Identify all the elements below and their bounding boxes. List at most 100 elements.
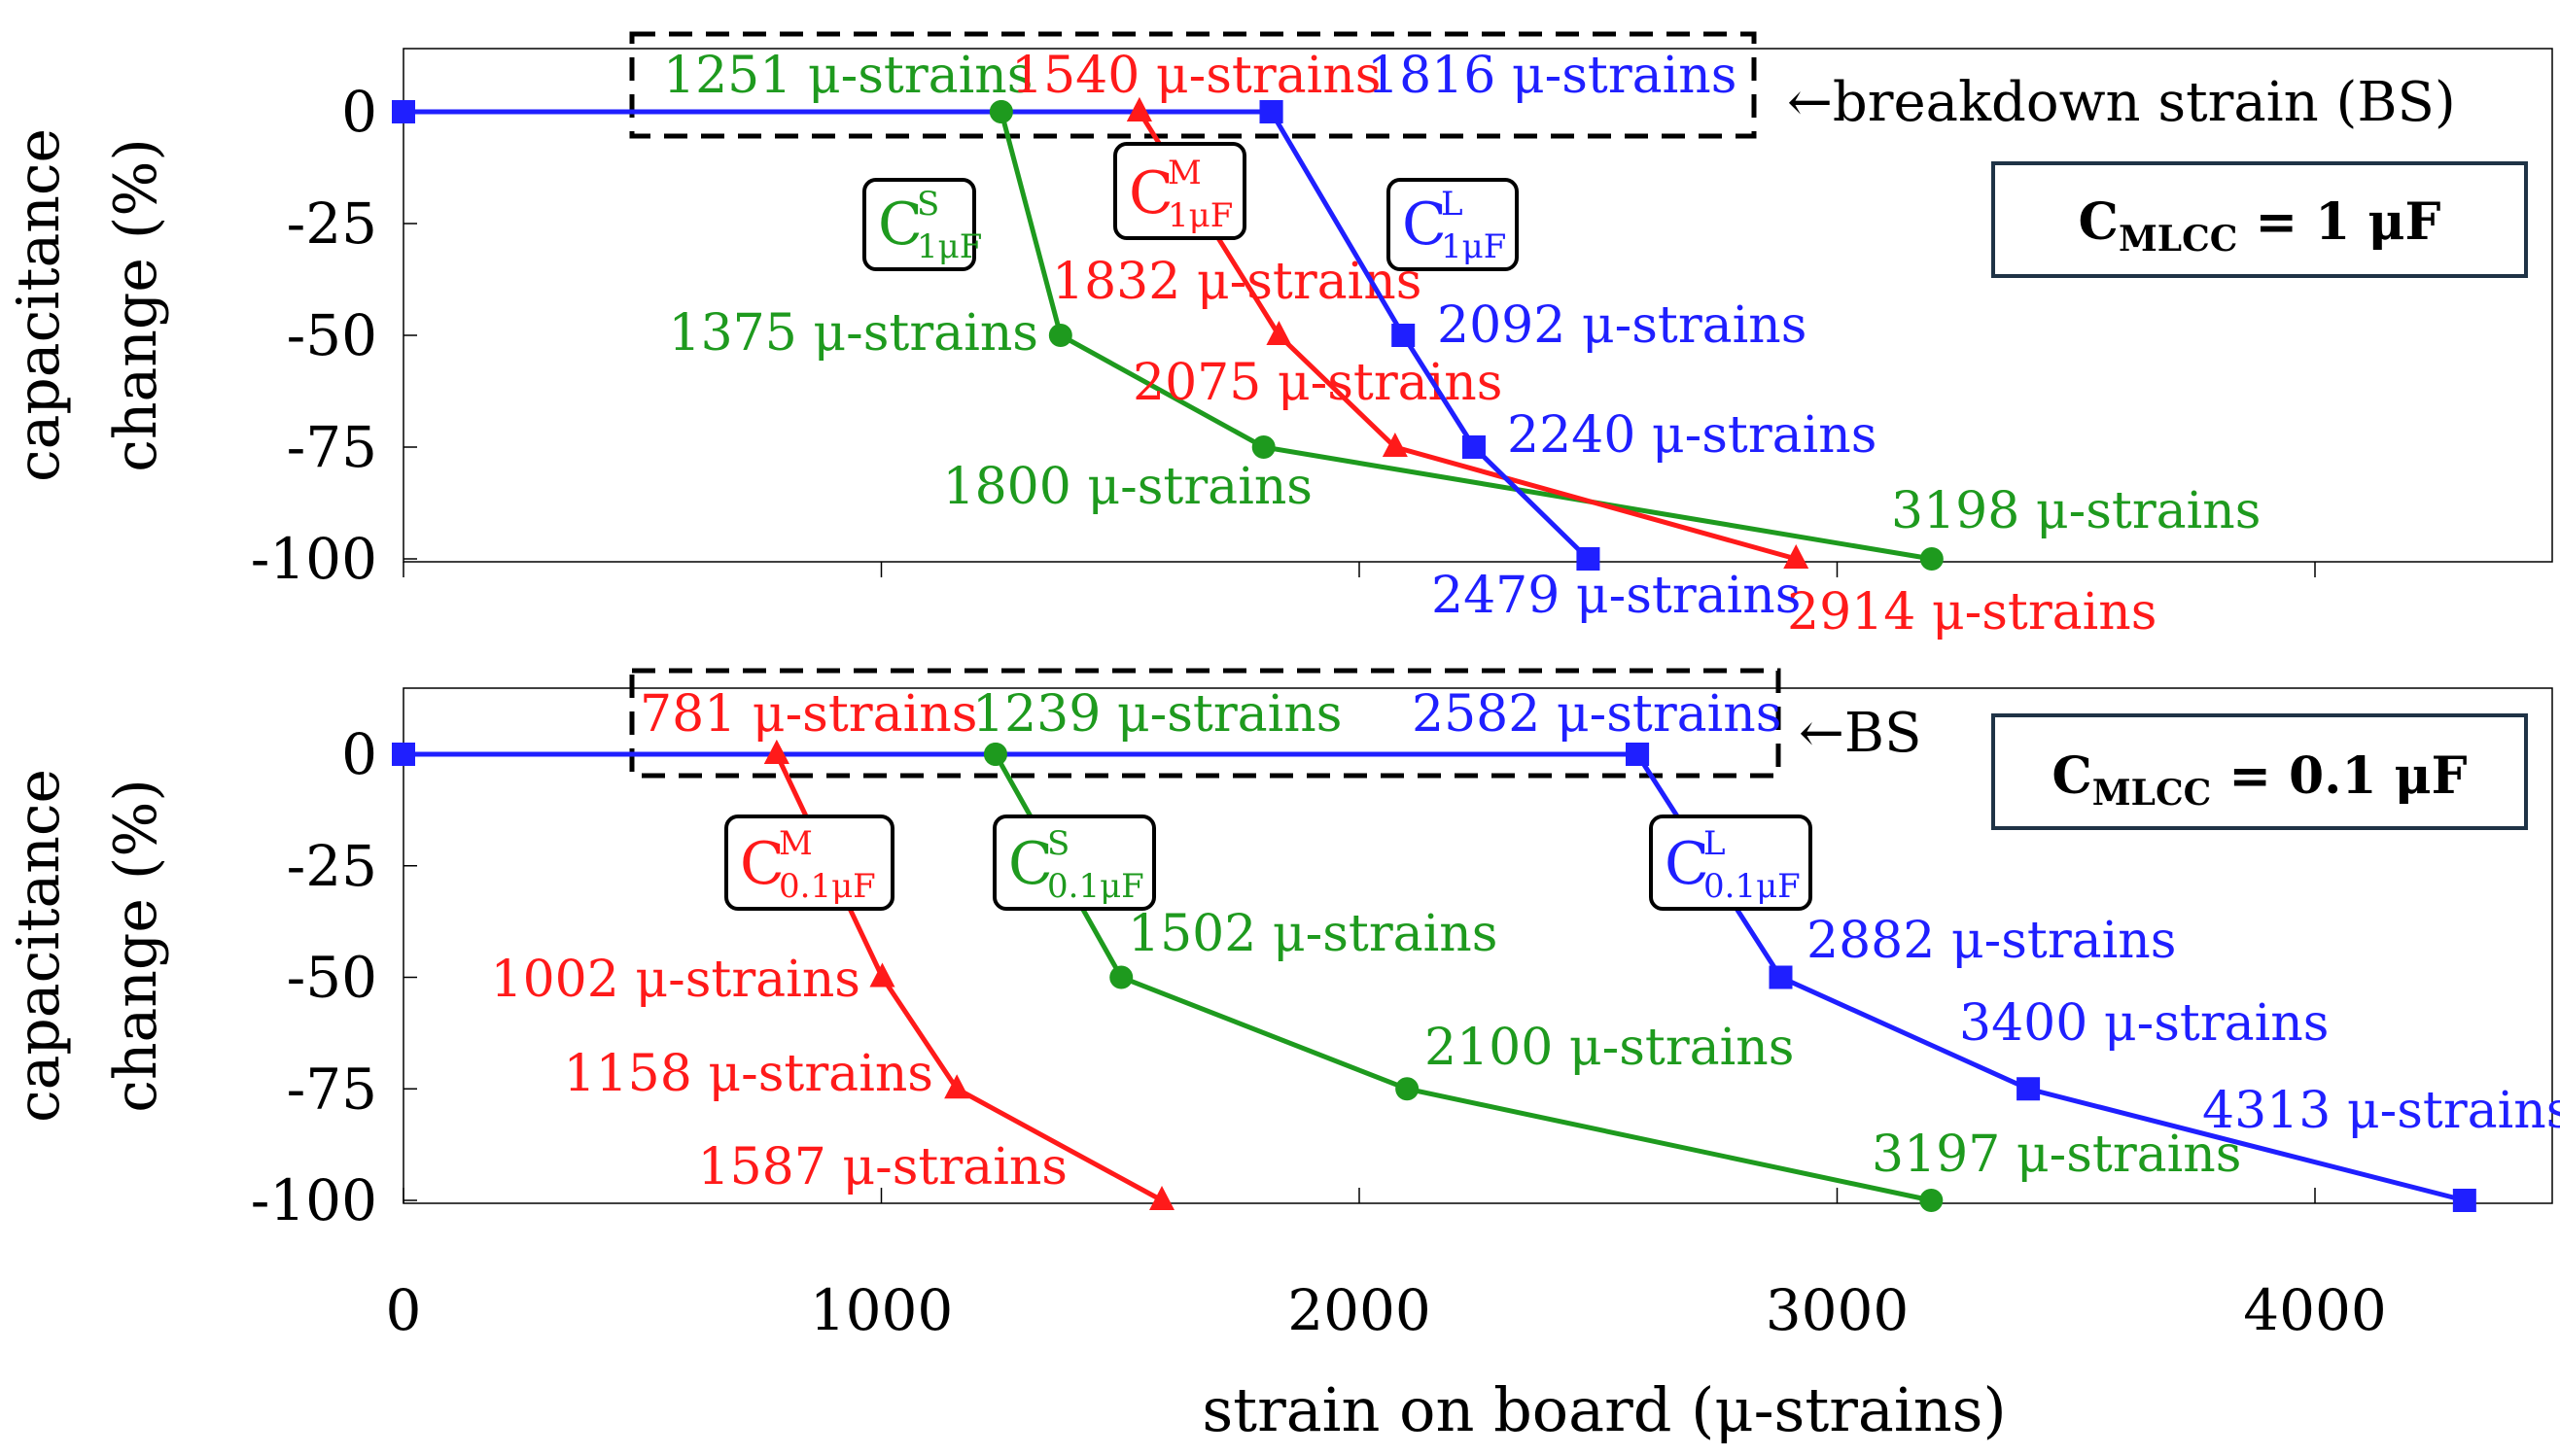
x-tick-label: 2000 — [1287, 1277, 1431, 1343]
bs-annotation: ←BS — [1799, 702, 1921, 765]
panel-bottom: 0-25-50-75-1000 1000 2000 3000 4000capacitan… — [5, 668, 2560, 1445]
capacitance-sub: MLCC — [2119, 219, 2237, 260]
breakdown-point — [989, 100, 1013, 123]
plot-frame — [403, 48, 2553, 563]
point-label: 2092 μ-strains — [1437, 296, 1806, 355]
capacitance-value: = 0.1 μF — [2211, 746, 2467, 806]
point-label: 3400 μ-strains — [1959, 994, 2329, 1053]
y-axis-label-line2: change (%) — [102, 779, 170, 1112]
series-label-sup: L — [1703, 824, 1726, 863]
series-label-box — [1649, 815, 1812, 911]
y-tick-label: -50 — [287, 945, 377, 1011]
data-point — [1048, 324, 1072, 347]
panel-top: 0 -25 -50 -75 -100 capacitance change (%) ←brea… — [5, 31, 2553, 641]
capacitance-box — [1991, 161, 2528, 278]
plot-frame — [403, 687, 2553, 1204]
breakdown-point — [1259, 100, 1283, 123]
y-axis-label-line2: change (%) — [102, 138, 170, 471]
x-axis-label: strain on board (μ-strains) — [1202, 1374, 2006, 1445]
point-label: 1800 μ-strains — [943, 458, 1313, 516]
y-tick-label: -75 — [287, 414, 377, 480]
series-label-box — [1386, 178, 1519, 271]
point-label: 3198 μ-strains — [1891, 482, 2261, 540]
series-s: 1239 μ-strains 1502 μ-strains 2100 μ-strai… — [403, 685, 2241, 1212]
point-label: 1002 μ-strains — [491, 951, 860, 1009]
point-label: 2582 μ-strains — [1412, 685, 1781, 744]
series-label-sub: 1μF — [917, 227, 982, 266]
point-label: 2914 μ-strains — [1787, 583, 2157, 641]
series-label-sup: M — [779, 824, 813, 863]
point-label: 1502 μ-strains — [1128, 905, 1497, 963]
point-label: 2479 μ-strains — [1431, 567, 1801, 625]
data-point — [1382, 433, 1408, 457]
series-label-sup: L — [1441, 185, 1463, 224]
series-label-sup: S — [1047, 824, 1070, 863]
data-point — [2016, 1077, 2041, 1101]
point-label: 1251 μ-strains — [663, 47, 1033, 105]
data-point — [1919, 547, 1944, 571]
data-point — [1461, 435, 1486, 459]
x-tick-label: 4000 — [2243, 1277, 2387, 1343]
capacitance-main: C — [2052, 746, 2091, 806]
y-tick-label: 0 — [341, 721, 377, 787]
series-label-sup: M — [1168, 154, 1202, 192]
point-label: 3197 μ-strains — [1872, 1126, 2241, 1184]
series-label-main: C — [740, 830, 785, 898]
bs-annotation: ←breakdown strain (BS) — [1787, 71, 2456, 134]
bs-dashed-box — [629, 668, 1781, 779]
y-tick-label: -75 — [287, 1056, 377, 1122]
breakdown-point — [1626, 743, 1650, 766]
series-label-sub: 0.1μF — [1047, 867, 1144, 906]
point-label: 1587 μ-strains — [698, 1138, 1068, 1196]
y-tick-label: -50 — [287, 302, 377, 368]
series-label-box — [724, 815, 894, 911]
series-label-sub: 0.1μF — [779, 867, 876, 906]
point-label: 1158 μ-strains — [564, 1045, 933, 1103]
y-axis-label-line1: capacitance — [5, 128, 73, 482]
point-label: 1239 μ-strains — [972, 685, 1342, 744]
data-point — [1395, 1077, 1420, 1101]
capacitance-box — [1991, 713, 2528, 830]
data-point — [944, 1074, 970, 1099]
series-label-sup: S — [917, 185, 939, 224]
y-tick-label: -25 — [287, 833, 377, 899]
series-label-box — [862, 178, 976, 271]
x-tick-label: 0 — [386, 1277, 422, 1343]
breakdown-point — [1126, 97, 1152, 121]
point-label: 4313 μ-strains — [2202, 1082, 2560, 1140]
data-point — [2452, 1189, 2476, 1212]
point-label: 1816 μ-strains — [1367, 47, 1736, 105]
series-label-main: C — [1402, 191, 1447, 259]
data-point — [1251, 435, 1276, 459]
point-label: 781 μ-strains — [640, 685, 977, 744]
series-label-sub: 1μF — [1441, 227, 1506, 266]
series-s: 1251 μ-strains 1375 μ-strains 1800 μ-strai… — [403, 47, 2261, 571]
series-label-sub: 1μF — [1168, 196, 1233, 235]
point-label: 2882 μ-strains — [1806, 912, 2176, 970]
point-label: 2240 μ-strains — [1507, 406, 1876, 465]
data-point — [1919, 1189, 1944, 1212]
data-point — [1149, 1186, 1175, 1210]
series-label-sub: 0.1μF — [1703, 867, 1801, 906]
point-label: 1832 μ-strains — [1052, 253, 1421, 311]
series-m: 1540 μ-strains 1832 μ-strains 2075 μ-strai… — [403, 47, 2157, 641]
origin-point — [392, 743, 415, 766]
x-tick-label: 1000 — [810, 1277, 954, 1343]
point-label: 2100 μ-strains — [1424, 1019, 1794, 1077]
data-point — [1769, 965, 1793, 989]
data-point — [1109, 965, 1134, 989]
series-label-main: C — [1129, 159, 1174, 227]
y-axis-label-line1: capacitance — [5, 769, 73, 1123]
data-point — [1266, 321, 1292, 345]
data-point — [1391, 324, 1416, 347]
capacitance-label: CMLCC = 0.1 μF — [2052, 746, 2467, 814]
series-label-box — [993, 815, 1156, 911]
data-point — [1576, 547, 1600, 571]
y-tick-label: -25 — [287, 191, 377, 257]
series-label-main: C — [1665, 830, 1709, 898]
point-label: 1540 μ-strains — [1011, 47, 1381, 105]
y-tick-label: -100 — [251, 1167, 377, 1233]
breakdown-point — [763, 740, 789, 764]
capacitance-value: = 1 μF — [2237, 192, 2440, 252]
